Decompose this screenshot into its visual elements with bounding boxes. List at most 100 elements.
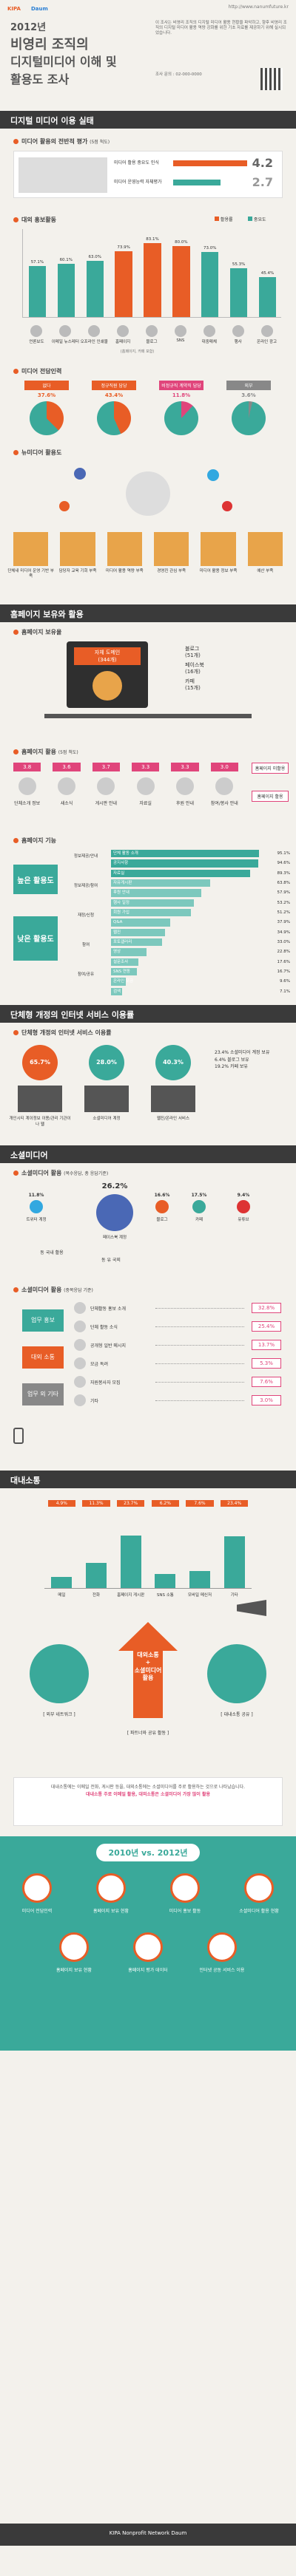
s6-top-circle — [22, 1873, 52, 1903]
center-plus: + — [145, 1659, 151, 1666]
h2-title-text: 홈페이지 활용 — [21, 749, 56, 755]
footer: KIPA Nonprofit Network Daum — [0, 2524, 296, 2546]
s2-label: 단체활동 홍보 소개 — [90, 1306, 126, 1312]
s6-top-label: 미디어 홍보 활동 — [169, 1909, 201, 1914]
h3-bar-text: SNS 연동 — [113, 970, 130, 974]
header-contact: 조사 문의 : 02-000-0000 — [155, 72, 202, 77]
q2-icons: 언론보도 이메일 뉴스레터 오프라인 인쇄물 홈페이지 블로그 SNS 대중매체 행사 온라인 … — [22, 325, 281, 355]
q2-cat-label: 언론보도 — [29, 340, 44, 344]
q4-label: 예산 부족 — [257, 569, 274, 573]
s2-value: 3.0% — [252, 1395, 281, 1405]
s2-leader — [155, 1326, 244, 1327]
header-title-3: 활용도 조사 — [10, 72, 70, 86]
h3-bar — [111, 948, 147, 956]
s2-label: 단체 활동 소식 — [90, 1325, 118, 1330]
h3-bar-value: 16.7% — [277, 970, 290, 974]
s3-title-text: 단체형 개정의 인터넷 서비스 이용률 — [21, 1029, 112, 1036]
q3-value: 11.8% — [172, 392, 191, 398]
s3-notes: 23.4% 소셜미디어 계정 보유 6.4% 블로그 보유 19.2% 카페 보… — [215, 1049, 289, 1071]
top-right-url[interactable]: http://www.nanumfuture.kr — [228, 4, 289, 10]
center-text-3: 활용 — [142, 1674, 154, 1682]
q4-icon-box — [201, 532, 236, 566]
h2-value: 3.8 — [13, 763, 41, 771]
s2-leader — [155, 1400, 244, 1401]
h3-bar-value: 37.9% — [277, 920, 290, 925]
s1-icon — [237, 1200, 250, 1213]
q2-title: 대외 홍보활동 — [13, 216, 56, 224]
compare-fill — [0, 2051, 296, 2538]
h3-bar-text: 자료실 — [113, 870, 125, 876]
q1-device — [18, 157, 107, 193]
q4-icon-box — [107, 532, 142, 566]
q2-bar-label: 73.9% — [117, 245, 130, 251]
s5-bar-label: 6.2% — [151, 1500, 179, 1507]
q2-cat-label: 홈페이지 — [115, 340, 131, 344]
q1-unit: (5점 척도) — [90, 140, 110, 145]
h2-icon — [18, 777, 36, 795]
s6-bot-circle — [133, 1932, 163, 1962]
s5-cat: 기타 — [230, 1593, 238, 1598]
s6-items: 미디어 전담인력 홈페이지 보유 현황 미디어 홍보 활동 소셜미디어 활용 현황 홈페… — [0, 1873, 296, 2036]
s2-group-2: 대외 소통 — [22, 1346, 64, 1369]
section-bar-text: 단체형 개정의 인터넷 서비스 이용률 — [10, 1010, 135, 1020]
www-globe-icon — [92, 671, 122, 701]
h3-bar — [111, 879, 210, 887]
q4-icon-box — [154, 532, 189, 566]
q3-pie — [30, 401, 64, 435]
s2-title-text: 소셜미디어 활용 — [21, 1287, 62, 1293]
h2-icon — [97, 777, 115, 795]
h3-bar — [111, 978, 127, 986]
logo-left[interactable]: KIPA — [7, 6, 21, 12]
sec3-body: 단체형 개정의 인터넷 서비스 이용률 65.7% 개인시티 계이정보 이용/관리… — [0, 1027, 296, 1138]
s6-bot-circle — [207, 1932, 237, 1962]
compare-title: 2010년 vs. 2012년 — [96, 1844, 200, 1861]
q1-panel: 미디어 활용 중요도 인식 4.2 미디어 운영능력 자체평가 2.7 — [13, 151, 283, 198]
q2-bar — [230, 268, 248, 317]
h3-bar-value: 63.8% — [277, 881, 290, 885]
q3-pie — [164, 401, 198, 435]
s3-circle: 28.0% — [89, 1045, 124, 1080]
h3-bar-value: 17.6% — [277, 959, 290, 964]
h2-value: 3.3 — [171, 763, 199, 771]
facebook-icon — [74, 468, 86, 480]
q1-title-text: 미디어 활용의 전반적 평가 — [21, 138, 88, 145]
h3-title-text: 홈페이지 기능 — [21, 837, 56, 844]
q3-tag: 정규직원 담당 — [92, 381, 136, 390]
q3-title: 미디어 전담인력 — [13, 367, 61, 375]
h3-bar — [111, 899, 194, 907]
h2-icon — [176, 777, 194, 795]
h1-title-text: 홈페이지 보유율 — [21, 629, 62, 636]
section-bar-internet: 단체형 개정의 인터넷 서비스 이용률 — [0, 1005, 296, 1023]
h3-bar-text: 영상 — [113, 950, 121, 955]
h3-bar-text: Q&A — [113, 920, 123, 925]
q2-cat-icon — [260, 325, 273, 337]
bottom-tag: [ 파트너와 공유 활동 ] — [127, 1731, 169, 1736]
q4-social-cloud — [44, 460, 252, 527]
h3-bar-text: 회원 가입 — [113, 910, 130, 915]
megaphone-icon — [237, 1600, 266, 1616]
q2-cat-label: 온라인 광고 — [257, 340, 278, 344]
h3-bar-value: 94.6% — [277, 861, 290, 866]
q2-bar-label: 57.1% — [30, 260, 44, 265]
s3-label: 웹진/온라인 서비스 — [156, 1117, 190, 1121]
q3-pie — [97, 401, 131, 435]
s1-value: 17.5% — [191, 1193, 207, 1198]
sec1-q1: 미디어 활용의 전반적 평가 (5점 척도) 미디어 활용 중요도 인식 4.2… — [0, 133, 296, 207]
q4-label: 경영진 관심 부족 — [157, 569, 186, 573]
s1-note1: 동 국내 활용 — [40, 1250, 64, 1255]
s5-bar-label: 23.4% — [221, 1500, 249, 1507]
h2-side-1: 홈페이지 미활용 — [252, 763, 289, 774]
s1-icon — [96, 1194, 133, 1231]
s1-value: 16.6% — [154, 1193, 170, 1198]
h3-mid-label: 재정/신청 — [77, 913, 95, 918]
s6-bot-circle — [59, 1932, 89, 1962]
logo-right[interactable]: Daum — [31, 6, 48, 12]
s2-value: 32.8% — [252, 1303, 281, 1313]
h1-desk — [44, 714, 252, 718]
q2-bar — [115, 251, 132, 317]
center-text-2: 소셜미디어 — [134, 1666, 162, 1674]
h3-bar — [111, 889, 201, 897]
s2-rows: 단체활동 홍보 소개 32.8% 단체 활동 소식 25.4% 공개형 일반 메시지 13… — [74, 1302, 289, 1417]
s5-bar — [51, 1577, 73, 1588]
s2-title: 소셜미디어 활용 (중복응답 기준) — [13, 1286, 93, 1294]
